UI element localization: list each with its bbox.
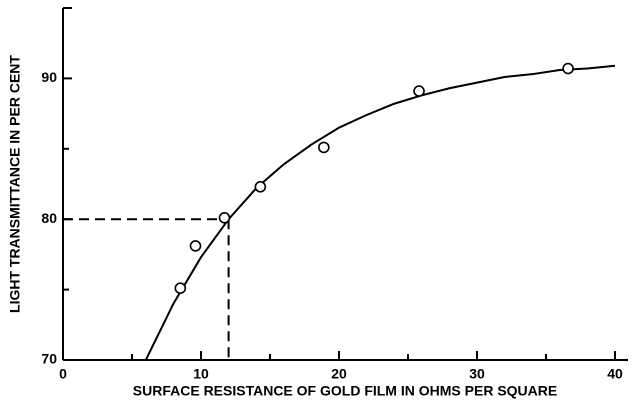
data-point xyxy=(174,282,187,294)
x-tick-label: 40 xyxy=(607,366,623,382)
y-tick-label: 90 xyxy=(41,69,57,85)
y-axis-label: LIGHT TRANSMITTANCE IN PER CENT xyxy=(7,55,23,313)
data-point xyxy=(189,240,202,252)
x-tick-label: 20 xyxy=(331,366,347,382)
x-axis-label: SURFACE RESISTANCE OF GOLD FILM IN OHMS … xyxy=(133,383,557,399)
data-point xyxy=(218,211,231,224)
data-point xyxy=(318,141,330,154)
x-tick-label: 10 xyxy=(193,366,209,382)
data-point xyxy=(413,85,425,97)
x-tick-label: 0 xyxy=(59,366,67,382)
x-tick-label: 30 xyxy=(469,366,485,382)
data-point xyxy=(254,181,267,193)
data-point xyxy=(562,62,574,75)
y-tick-label: 70 xyxy=(41,351,57,367)
y-tick-label: 80 xyxy=(41,210,57,226)
fit-curve xyxy=(144,64,616,361)
